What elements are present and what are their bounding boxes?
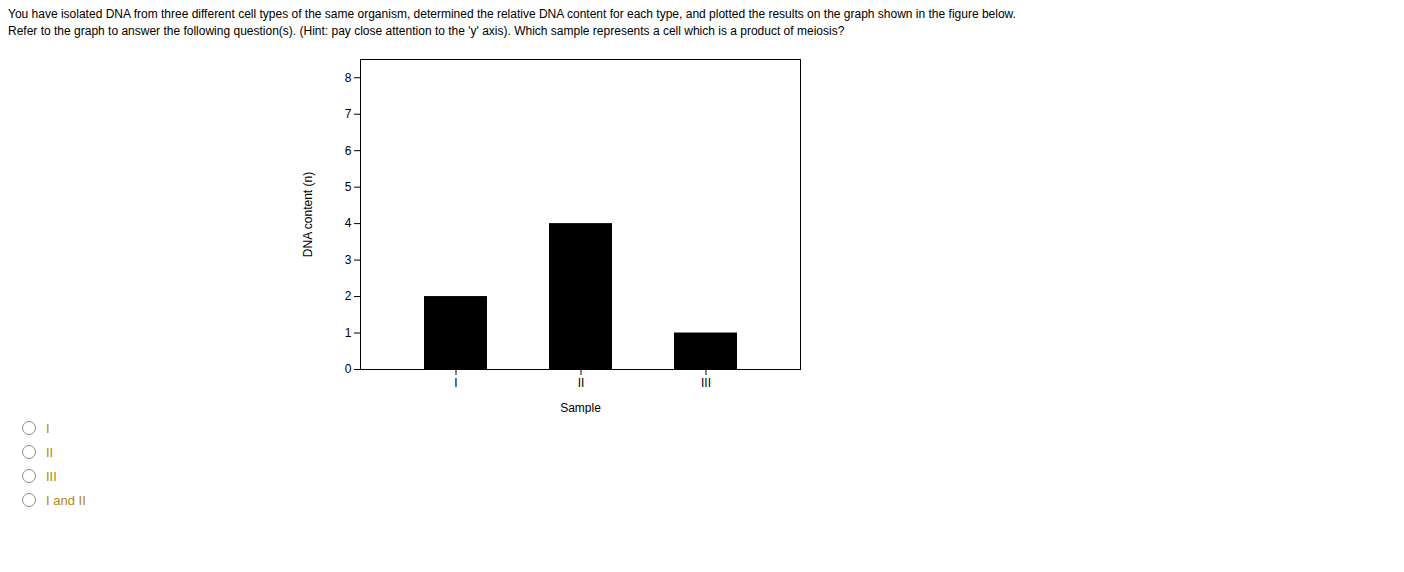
svg-text:6: 6 [345,144,352,158]
svg-text:5: 5 [345,180,352,194]
html-text:III: III [46,468,57,484]
svg-text:DNA content (n): DNA content (n) [301,172,315,257]
svg-text:0: 0 [345,362,352,376]
html-text:II: II [46,444,54,460]
svg-text:II: II [578,376,585,390]
svg-text:1: 1 [345,326,352,340]
svg-text:4: 4 [345,216,352,230]
svg-text:7: 7 [345,107,352,121]
svg-text:8: 8 [345,71,352,85]
svg-text:2: 2 [345,289,352,303]
html-text:I and II: I and II [46,492,86,508]
svg-text:I: I [454,376,457,390]
html-text:I: I [46,420,50,436]
svg-text:3: 3 [345,253,352,267]
html-text:You have isolated DNA from thr: You have isolated DNA from three differe… [8,7,1016,21]
svg-text:Sample: Sample [560,401,601,415]
svg-text:III: III [701,376,711,390]
html-text:Refer to the graph to answer t: Refer to the graph to answer the followi… [8,24,845,38]
